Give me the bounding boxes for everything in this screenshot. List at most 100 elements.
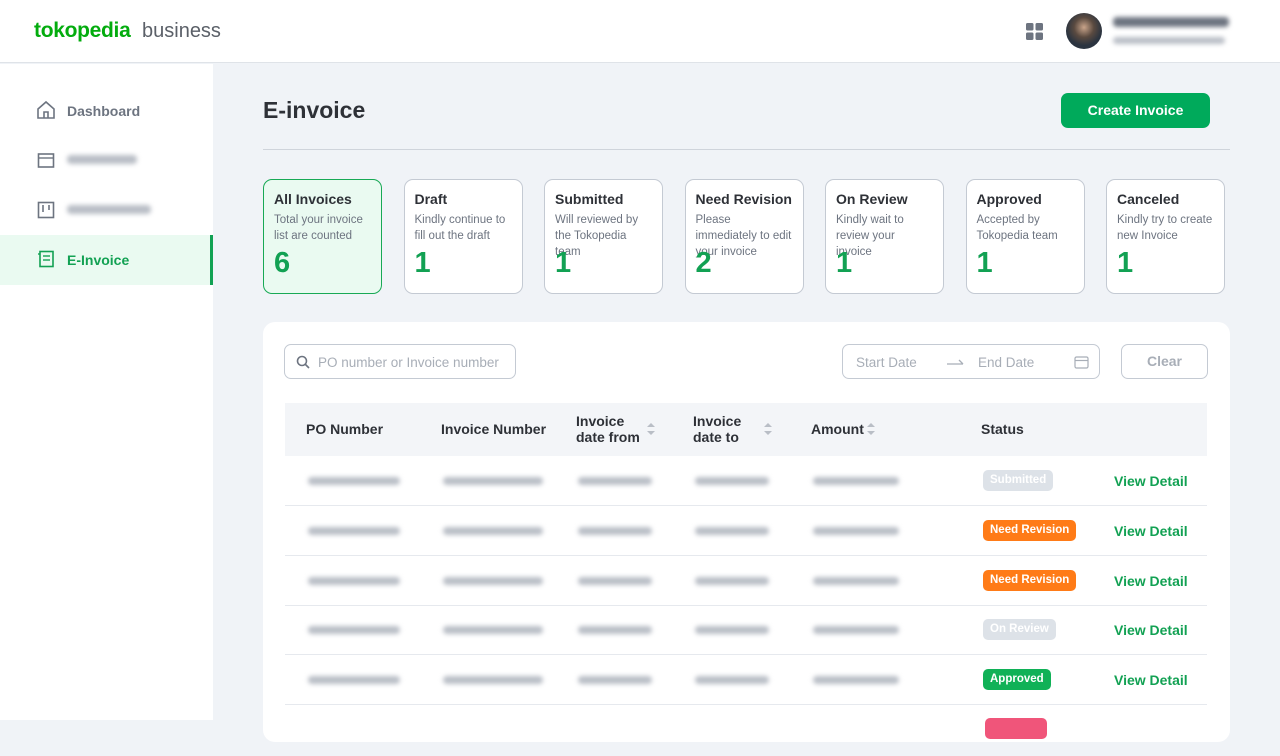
status-badge: Need Revision bbox=[983, 519, 1077, 541]
status-card[interactable]: Approved Accepted by Tokopedia team 1 bbox=[965, 179, 1085, 294]
cell-blurred bbox=[813, 576, 899, 585]
status-badge: On Review bbox=[983, 619, 1056, 641]
page-title: E-invoice bbox=[263, 97, 366, 123]
nav-item-active[interactable]: E-Invoice bbox=[67, 252, 130, 268]
cell-blurred bbox=[695, 676, 769, 685]
top-bar: tokopedia business bbox=[0, 0, 1280, 63]
cell-blurred bbox=[308, 576, 400, 585]
card-description: Kindly wait to review your invoice bbox=[836, 214, 904, 258]
cell-blurred bbox=[443, 676, 543, 685]
avatar[interactable] bbox=[1066, 13, 1102, 49]
nav-item-blurred[interactable] bbox=[67, 155, 137, 164]
cell-blurred bbox=[813, 526, 899, 535]
sort-icon[interactable] bbox=[763, 421, 773, 437]
view-detail-link[interactable]: View Detail bbox=[1114, 672, 1188, 689]
cell-blurred bbox=[308, 676, 400, 685]
card-count: 1 bbox=[976, 247, 993, 279]
cell-blurred bbox=[443, 626, 543, 635]
sort-icon[interactable] bbox=[866, 421, 876, 437]
view-detail-link[interactable]: View Detail bbox=[1114, 473, 1188, 489]
card-title: On Review bbox=[836, 191, 908, 207]
company-blurred bbox=[1113, 37, 1225, 44]
nav-active-bg[interactable] bbox=[0, 235, 213, 285]
status-card[interactable]: Canceled Kindly try to create new Invoice… bbox=[1106, 179, 1225, 294]
column-header: Invoice date to bbox=[693, 413, 742, 445]
cell-blurred bbox=[695, 576, 769, 585]
cell-blurred bbox=[813, 626, 899, 635]
status-card[interactable]: On Review Kindly wait to review your invo… bbox=[825, 179, 944, 294]
card-title: Approved bbox=[976, 191, 1042, 207]
table-row: Need Revision View Detail bbox=[285, 556, 1207, 606]
column-header: PO Number bbox=[306, 421, 384, 437]
cell-blurred bbox=[695, 477, 769, 485]
column-header: Status bbox=[981, 421, 1024, 437]
cell-blurred bbox=[443, 477, 543, 485]
tender-icon bbox=[37, 153, 55, 168]
card-count: 1 bbox=[414, 247, 431, 279]
user-name-blurred bbox=[1113, 17, 1229, 27]
sort-icon[interactable] bbox=[646, 421, 656, 437]
column-header: Invoice Number bbox=[441, 421, 547, 437]
status-card[interactable]: All Invoices Total your invoice list are … bbox=[263, 179, 382, 294]
card-count: 6 bbox=[274, 247, 291, 279]
status-card[interactable]: Submitted Will reviewed by the Tokopedia … bbox=[544, 179, 663, 294]
end-date[interactable]: End Date bbox=[978, 355, 1035, 370]
card-description: Kindly try to create new Invoice bbox=[1117, 214, 1213, 242]
status-card[interactable]: Need Revision Please immediately to edit … bbox=[684, 179, 804, 294]
cell-blurred bbox=[695, 626, 769, 635]
card-title: All Invoices bbox=[274, 191, 352, 207]
clear-button[interactable]: Clear bbox=[1121, 344, 1208, 379]
divider bbox=[263, 149, 1230, 150]
card-description: Accepted by Tokopedia team bbox=[976, 214, 1058, 242]
table-header bbox=[285, 403, 1207, 456]
cell-blurred bbox=[308, 626, 400, 635]
card-title: Draft bbox=[414, 191, 448, 207]
start-date[interactable]: Start Date bbox=[856, 355, 917, 370]
cell-blurred bbox=[443, 526, 543, 535]
status-badge: Approved bbox=[983, 669, 1051, 691]
arrow bbox=[947, 359, 964, 365]
view-detail-link[interactable]: View Detail bbox=[1114, 522, 1188, 539]
cell-blurred bbox=[578, 477, 652, 485]
cell-blurred bbox=[813, 477, 899, 485]
apps-icon[interactable] bbox=[1026, 23, 1043, 40]
card-count: 1 bbox=[836, 247, 853, 279]
date-range[interactable]: Start Date End Date bbox=[842, 344, 1100, 379]
card-title: Need Revision bbox=[695, 191, 792, 207]
nav-item-blurred[interactable] bbox=[67, 205, 151, 214]
column-header: Invoice date from bbox=[576, 413, 640, 445]
status-badge: Need Revision bbox=[983, 569, 1077, 591]
search-placeholder: PO number or Invoice number bbox=[318, 355, 499, 370]
table-row: On Review View Detail bbox=[285, 605, 1207, 656]
status-badge bbox=[985, 718, 1047, 739]
card-description: Total your invoice list are counted bbox=[274, 214, 363, 242]
table-row-partial bbox=[285, 706, 1207, 756]
logo-brand[interactable]: tokopedia bbox=[34, 19, 131, 42]
cell-blurred bbox=[308, 477, 400, 485]
cell-blurred bbox=[813, 676, 899, 685]
create-invoice-button[interactable]: Create Invoice bbox=[1061, 93, 1210, 128]
view-detail-link[interactable]: View Detail bbox=[1114, 572, 1188, 589]
table-row: Need Revision View Detail bbox=[285, 506, 1207, 556]
cell-blurred bbox=[443, 576, 543, 585]
view-detail-link[interactable]: View Detail bbox=[1114, 622, 1188, 639]
card-count: 1 bbox=[555, 247, 572, 279]
logo-suffix: business bbox=[142, 20, 221, 42]
cell-blurred bbox=[308, 526, 400, 535]
cell-blurred bbox=[578, 626, 652, 635]
search-icon bbox=[296, 355, 310, 369]
cell-blurred bbox=[578, 576, 652, 585]
nav-item[interactable]: Dashboard bbox=[67, 103, 141, 119]
cell-blurred bbox=[695, 526, 769, 535]
column-header: Amount bbox=[811, 421, 864, 437]
cell-blurred bbox=[578, 526, 652, 535]
calendar-icon bbox=[1074, 356, 1089, 369]
card-description: Will reviewed by the Tokopedia team bbox=[555, 214, 639, 258]
card-count: 2 bbox=[695, 247, 712, 279]
sidebar: Dashboard E-Invoice bbox=[0, 64, 213, 720]
card-description: Kindly continue to fill out the draft bbox=[414, 214, 506, 242]
search-input[interactable]: PO number or Invoice number bbox=[284, 344, 516, 379]
status-card[interactable]: Draft Kindly continue to fill out the dra… bbox=[403, 179, 523, 294]
card-description: Please immediately to edit your invoice bbox=[695, 214, 792, 258]
